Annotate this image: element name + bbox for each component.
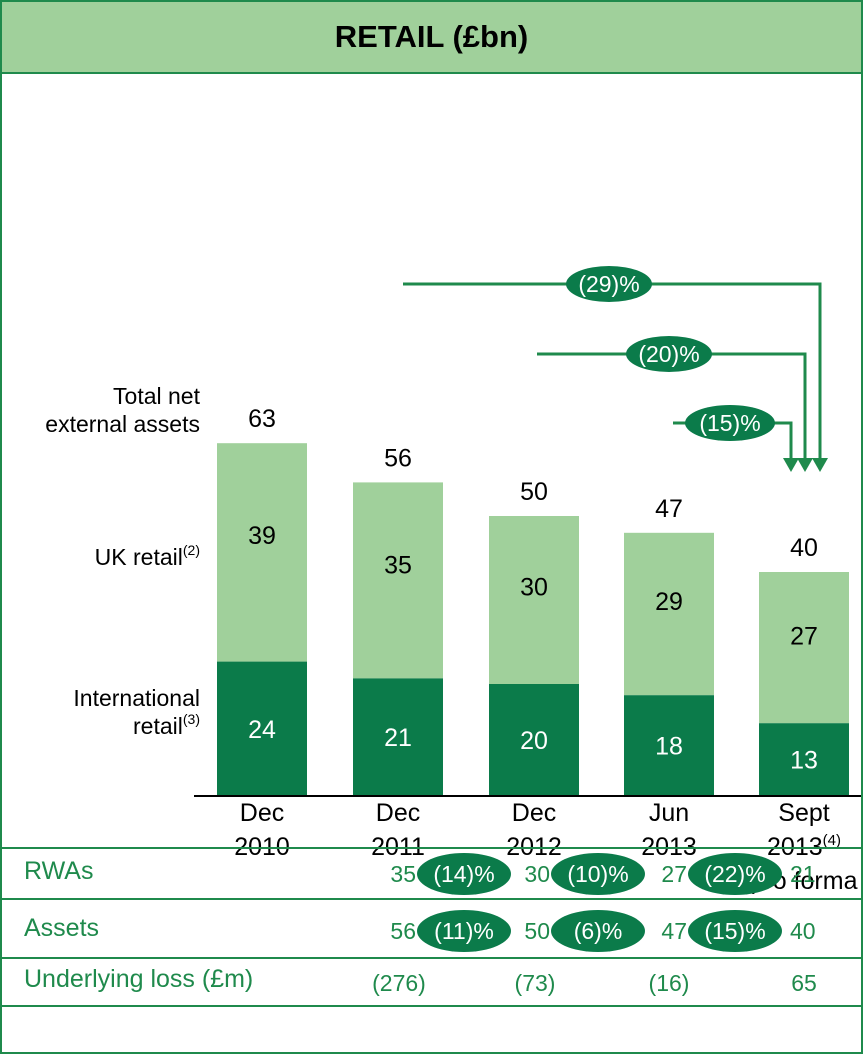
- change-pill: [685, 405, 775, 441]
- international-retail-bar: [217, 661, 307, 796]
- table-divider: [2, 1005, 861, 1007]
- uk-retail-label: UK retail(2): [95, 542, 200, 570]
- international-value-label: 18: [655, 733, 683, 761]
- underlying-loss-row-label: Underlying loss (£m): [24, 965, 254, 993]
- uk-value-label: 27: [790, 623, 818, 651]
- total-value-label: 47: [655, 495, 683, 523]
- table-divider: [2, 898, 861, 900]
- international-retail-label: International: [73, 685, 200, 711]
- arrow-head-icon: [783, 458, 799, 472]
- uk-retail-bar: [624, 532, 714, 696]
- uk-retail-bar: [489, 516, 579, 684]
- title-bar: RETAIL (£bn): [2, 2, 861, 74]
- change-pill-label: (29)%: [578, 271, 639, 297]
- total-value-label: 56: [384, 444, 412, 472]
- international-value-label: 21: [384, 724, 412, 752]
- uk-value-label: 29: [655, 588, 683, 616]
- x-tick-label: Dec: [376, 799, 420, 827]
- international-retail-bar: [353, 678, 443, 796]
- total-net-external-assets-label: external assets: [45, 411, 200, 437]
- uk-value-label: 35: [384, 552, 412, 580]
- international-value-label: 24: [248, 716, 276, 744]
- international-retail-label: retail(3): [133, 711, 200, 739]
- total-value-label: 63: [248, 405, 276, 433]
- arrow-head-icon: [812, 458, 828, 472]
- international-retail-bar: [489, 684, 579, 796]
- change-pill-label: (15)%: [699, 410, 760, 436]
- uk-value-label: 30: [520, 574, 548, 602]
- uk-value-label: 39: [248, 522, 276, 550]
- x-tick-label: Sept: [778, 799, 829, 827]
- chart-title: RETAIL (£bn): [334, 19, 529, 54]
- x-tick-label: Dec: [240, 799, 284, 827]
- international-value-label: 13: [790, 747, 818, 775]
- international-retail-bar: [759, 723, 849, 796]
- total-net-external-assets-label: Total net: [113, 383, 201, 409]
- uk-retail-bar: [353, 482, 443, 679]
- total-value-label: 50: [520, 478, 548, 506]
- x-tick-label: Dec: [512, 799, 556, 827]
- international-value-label: 20: [520, 727, 548, 755]
- rwas-row-label: RWAs: [24, 857, 94, 885]
- table-divider: [2, 957, 861, 959]
- x-tick-label: Jun: [649, 799, 689, 827]
- uk-retail-bar: [759, 572, 849, 724]
- international-retail-bar: [624, 695, 714, 796]
- assets-row-label: Assets: [24, 914, 100, 942]
- change-bracket-line: [403, 282, 822, 462]
- x-tick-label: pro forma: [751, 867, 858, 895]
- table-divider: [2, 847, 861, 849]
- change-pill: [626, 336, 712, 372]
- arrow-head-icon: [797, 458, 813, 472]
- change-pill: [566, 266, 652, 302]
- change-pill-label: (20)%: [638, 341, 699, 367]
- uk-retail-bar: [217, 443, 307, 662]
- total-value-label: 40: [790, 534, 818, 562]
